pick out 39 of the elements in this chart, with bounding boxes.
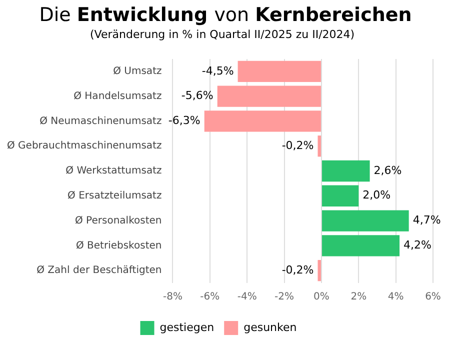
bar (322, 210, 409, 232)
x-tick-label: 4% (388, 292, 404, 303)
data-label: -5,6% (181, 89, 214, 102)
x-tick-label: 6% (425, 292, 441, 303)
x-tick-label: -2% (274, 292, 294, 303)
legend-label: gestiegen (160, 320, 214, 334)
data-label: 2,0% (362, 188, 391, 202)
y-tick-label: Ø Neumaschinenumsatz (40, 116, 162, 127)
y-tick-label: Ø Betriebskosten (76, 240, 162, 252)
bar (217, 86, 321, 107)
bar (322, 235, 400, 256)
x-tick-label: -8% (163, 292, 182, 303)
data-label: 4,2% (404, 238, 432, 252)
y-tick-label: Ø Zahl der Beschäftigten (36, 265, 162, 276)
y-tick-label: Ø Umsatz (113, 66, 162, 78)
bar (318, 260, 321, 282)
y-tick-label: Ø Ersatzteilumsatz (68, 190, 162, 202)
data-label: -0,2% (282, 138, 314, 152)
bar (322, 185, 359, 206)
legend-label: gesunken (244, 320, 297, 334)
y-tick-label: Ø Gebrauchtmaschinenumsatz (6, 140, 162, 152)
y-tick-label: Ø Werkstattumsatz (66, 166, 162, 177)
x-tick-label: 0% (314, 292, 330, 303)
x-tick-label: -4% (237, 292, 257, 303)
bar (204, 110, 321, 132)
x-tick-label: -6% (200, 292, 220, 303)
data-label: -6,3% (168, 114, 200, 128)
data-label: -0,2% (282, 263, 314, 276)
chart-title: Die Entwicklung von Kernbereichen (39, 4, 412, 26)
data-label: -4,5% (202, 64, 234, 78)
bar (318, 136, 321, 157)
bar (322, 160, 370, 182)
data-label: 4,7% (412, 214, 441, 227)
data-label: 2,6% (374, 164, 402, 177)
chart-subtitle: (Veränderung in % in Quartal II/2025 zu II/2024) (90, 28, 355, 41)
x-tick-label: 2% (350, 292, 367, 303)
y-tick-label: Ø Handelsumsatz (74, 90, 162, 102)
bar (238, 60, 321, 82)
y-tick-label: Ø Personalkosten (75, 215, 162, 226)
